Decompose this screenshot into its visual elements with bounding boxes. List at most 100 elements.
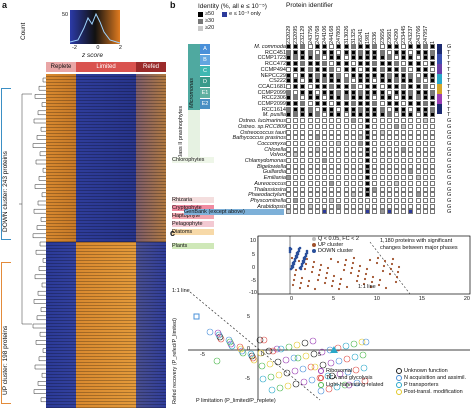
identity-cell <box>350 89 356 95</box>
identity-cell <box>379 158 385 163</box>
category-marker <box>396 382 402 388</box>
identity-cell <box>415 140 421 146</box>
category-point <box>299 365 307 373</box>
up-cluster-point <box>325 271 329 275</box>
identity-cell <box>322 186 327 192</box>
identity-cell <box>415 112 421 118</box>
identity-cell <box>322 192 327 198</box>
identity-cell <box>422 118 428 124</box>
scatter-plot <box>188 235 471 401</box>
taxon-color-segment <box>437 74 442 84</box>
up-cluster-point <box>396 270 400 274</box>
identity-cell <box>430 112 435 118</box>
identity-cell <box>379 49 385 55</box>
micromonas-group-bar <box>188 44 200 110</box>
identity-cell <box>379 140 385 146</box>
identity-cell <box>300 140 306 146</box>
identity-cell <box>314 66 320 72</box>
x-axis-label: P limitation (P_limited/P_replete) <box>196 398 276 404</box>
identity-cell <box>286 163 291 169</box>
identity-cell <box>372 197 378 203</box>
protein-id-header: 24290 <box>394 28 400 44</box>
identity-cell <box>350 66 356 72</box>
identity-cell <box>336 89 342 95</box>
up-cluster-point <box>343 263 347 267</box>
organism-name: Phaeodactylum <box>248 192 286 199</box>
category-point <box>214 329 222 337</box>
category-point <box>277 345 285 353</box>
identity-cell <box>386 89 392 95</box>
down-cluster-point <box>300 264 304 268</box>
identity-cell <box>401 83 407 89</box>
up-cluster-point <box>336 260 340 264</box>
identity-cell <box>358 169 363 175</box>
identity-cell <box>365 129 371 135</box>
identity-cell <box>350 72 356 78</box>
identity-cell <box>408 55 414 61</box>
inset-x-tick: 0 <box>290 296 294 302</box>
identity-cell <box>322 146 327 152</box>
category-point <box>267 373 275 381</box>
up-cluster-point <box>305 257 309 261</box>
identity-cell <box>314 152 320 158</box>
taxon-color-segment <box>437 64 442 74</box>
identity-cell <box>286 72 291 78</box>
protein-id-headers: 232029 232095 232129 243756 243768 244106 2441… <box>286 10 446 44</box>
identity-cell <box>314 163 320 169</box>
category-point <box>227 340 235 348</box>
category-point <box>291 367 299 375</box>
identity-cell <box>329 152 335 158</box>
up-cluster-point <box>338 282 342 286</box>
y-axis-label: Refed recovery (P_refed/P_limited) <box>172 318 178 404</box>
identity-cell <box>329 180 335 186</box>
identity-cell <box>386 112 392 118</box>
identity-cell <box>365 123 371 129</box>
protein-id-header: 1981 <box>365 31 372 44</box>
identity-cell <box>343 89 349 95</box>
identity-cell <box>379 123 385 129</box>
identity-cell <box>329 129 335 135</box>
identity-cell <box>343 163 349 169</box>
category-point <box>362 338 370 346</box>
up-cluster-point <box>324 276 328 280</box>
category-point <box>302 352 310 360</box>
identity-cell <box>394 83 399 89</box>
right-letter: T <box>447 89 451 96</box>
up-cluster-point <box>303 267 307 271</box>
identity-cell <box>365 49 371 55</box>
identity-cell <box>422 158 428 163</box>
identity-cell <box>336 49 342 55</box>
organism-name: CCMP2099 <box>257 89 286 96</box>
identity-cell <box>379 78 385 84</box>
identity-cell <box>293 101 299 106</box>
organism-name: CCMP2099 <box>257 101 286 107</box>
identity-cell <box>322 55 327 61</box>
up-cluster-point <box>358 264 362 268</box>
legend-label: Q < 0.05, FC < 2 <box>318 236 359 242</box>
identity-cell <box>372 158 378 163</box>
identity-cell <box>430 129 435 135</box>
identity-cell <box>358 158 363 163</box>
identity-cell <box>430 61 435 67</box>
identity-cell <box>394 186 399 192</box>
identity-cell <box>372 83 378 89</box>
identity-cell <box>401 112 407 118</box>
identity-cell <box>286 78 291 84</box>
identity-cell <box>358 135 363 141</box>
identity-cell <box>314 123 320 129</box>
category-point <box>239 349 247 357</box>
identity-cell <box>343 186 349 192</box>
category-point <box>294 354 302 362</box>
identity-cell <box>408 112 414 118</box>
identity-cell <box>314 140 320 146</box>
identity-cell <box>293 118 299 124</box>
identity-cell <box>322 203 327 209</box>
identity-cell <box>358 72 363 78</box>
identity-cell <box>300 78 306 84</box>
identity-cell <box>379 209 385 215</box>
identity-cell <box>314 169 320 175</box>
right-letter: T <box>447 61 451 68</box>
category-label: Ribosomal <box>326 368 352 374</box>
identity-cell <box>358 203 363 209</box>
identity-cell <box>415 123 421 129</box>
